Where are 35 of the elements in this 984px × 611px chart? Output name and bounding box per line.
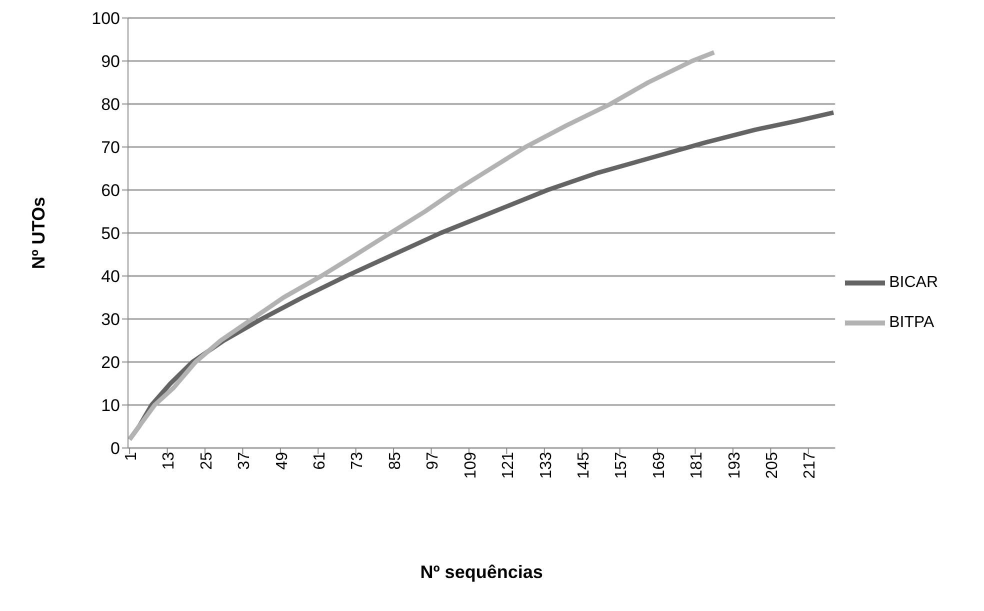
- y-tick-label: 20: [101, 353, 120, 372]
- x-tick-label: 145: [575, 452, 592, 479]
- line-series: [128, 50, 716, 442]
- y-tick-label: 100: [92, 9, 120, 28]
- x-tick-label: 109: [462, 452, 480, 479]
- y-tick-label: 80: [101, 95, 120, 114]
- x-axis-title: Nº sequências: [420, 562, 543, 582]
- x-tick-label: 181: [688, 452, 706, 479]
- x-tick-label: 73: [349, 452, 366, 470]
- x-tick-label: 193: [726, 452, 744, 479]
- x-tick-label: 121: [500, 452, 518, 479]
- x-tick-label: 169: [650, 452, 668, 479]
- x-tick-label: 205: [764, 452, 782, 479]
- y-axis-title: Nº UTOs: [28, 196, 48, 270]
- y-tick-label: 10: [101, 396, 120, 416]
- x-tick-label: 157: [613, 452, 630, 479]
- x-tick-label: 13: [160, 452, 178, 470]
- y-tick-label: 50: [101, 224, 120, 244]
- x-tick-label: 1: [122, 452, 140, 461]
- x-tick-label: 25: [198, 452, 216, 470]
- x-tick-label: 85: [386, 452, 404, 470]
- legend-label: BITPA: [889, 314, 934, 332]
- y-tick-label: 40: [101, 267, 120, 286]
- x-tick-label: 37: [236, 452, 254, 470]
- x-tick-label: 217: [802, 452, 819, 479]
- x-tick-label: 133: [538, 452, 555, 479]
- y-tick-label: 0: [110, 439, 120, 458]
- x-tick-label: 61: [311, 452, 328, 470]
- legend-label: BICAR: [889, 274, 938, 292]
- x-tick-label: 49: [274, 452, 291, 470]
- y-tick-label: 60: [101, 181, 120, 200]
- y-tick-label: 70: [101, 138, 120, 158]
- x-tick-label: 97: [424, 452, 442, 470]
- y-tick-label: 30: [101, 310, 120, 330]
- y-tick-label: 90: [101, 52, 120, 72]
